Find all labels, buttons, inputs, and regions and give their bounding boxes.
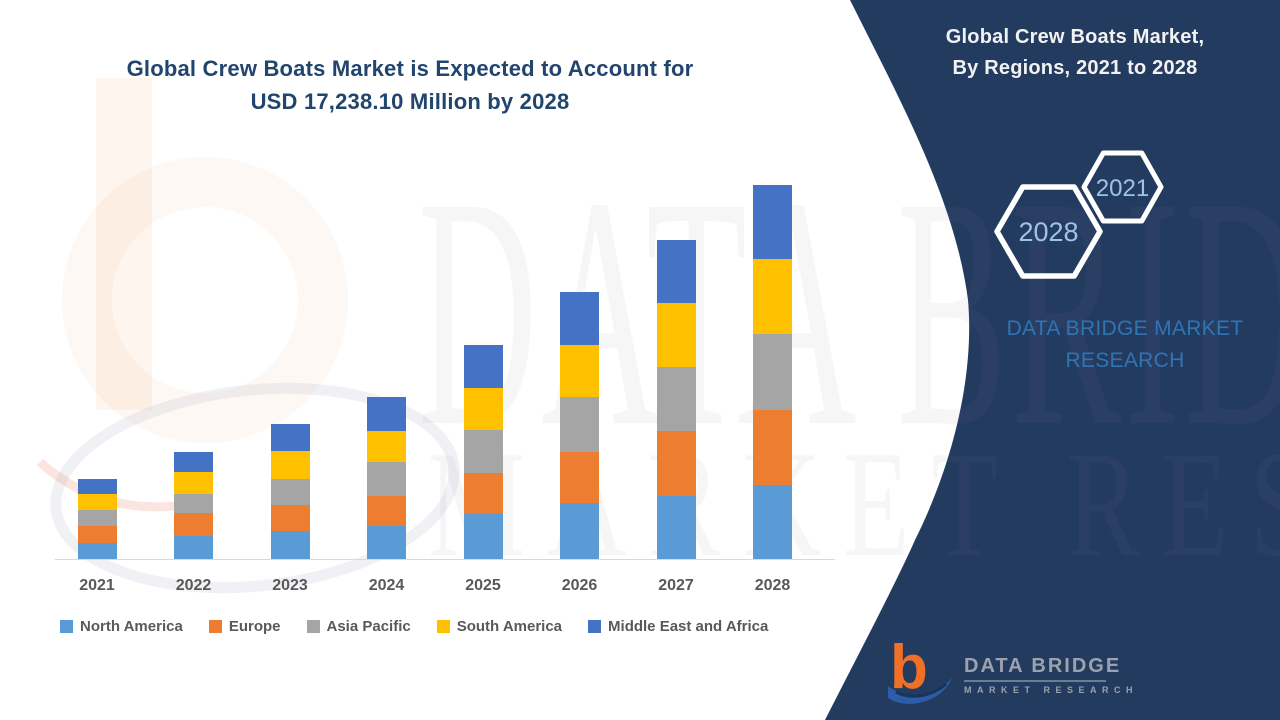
bar-segment-2028-asia-pacific <box>753 333 792 411</box>
bar-segment-2024-south-america <box>367 430 406 463</box>
panel-brand-line2: RESEARCH <box>1065 349 1185 372</box>
chart-title-line1: Global Crew Boats Market is Expected to … <box>126 56 694 81</box>
stacked-bar-2022 <box>174 452 213 559</box>
stacked-bar-2026 <box>560 291 599 559</box>
bar-segment-2021-south-america <box>77 494 117 511</box>
bar-segment-2023-asia-pacific <box>270 478 310 506</box>
x-axis-label-2027: 2027 <box>658 577 694 594</box>
stacked-bar-2028 <box>753 184 792 559</box>
company-logo-mark: b <box>886 633 954 708</box>
x-axis-label-2022: 2022 <box>175 577 212 594</box>
stacked-bar-2025 <box>463 344 503 559</box>
bar-segment-2024-europe <box>367 496 406 527</box>
bar-segment-2024-north-america <box>367 526 406 559</box>
hexagon-2028 <box>994 184 1103 279</box>
legend-item-north-america: North America <box>60 618 183 635</box>
bar-segment-2021-europe <box>77 526 117 543</box>
bar-segment-2023-europe <box>270 505 310 532</box>
bar-segment-2022-middle-east-and-africa <box>174 452 213 473</box>
bar-segment-2026-europe <box>560 451 599 504</box>
bar-segment-2027-south-america <box>656 302 696 368</box>
stacked-bar-2021 <box>77 478 117 559</box>
legend-label: Europe <box>228 618 281 635</box>
bar-segment-2026-asia-pacific <box>560 396 599 452</box>
panel-brand-line1: DATA BRIDGE MARKET <box>1006 317 1244 340</box>
x-axis-line <box>55 559 835 560</box>
panel-brand-text: DATA BRIDGE MARKET RESEARCH <box>985 313 1265 377</box>
panel-title: Global Crew Boats Market, By Regions, 20… <box>920 22 1230 84</box>
bar-segment-2026-north-america <box>560 503 599 559</box>
bar-segment-2025-europe <box>463 473 503 515</box>
company-logo-name: DATA BRIDGE <box>964 654 1122 677</box>
bar-segment-2028-europe <box>753 410 792 485</box>
company-logo-rule <box>964 679 1106 682</box>
bar-segment-2022-north-america <box>174 536 213 559</box>
panel-title-line1: Global Crew Boats Market, <box>945 26 1205 48</box>
stacked-bar-2027 <box>656 240 696 559</box>
bar-segment-2024-asia-pacific <box>367 462 406 497</box>
legend-swatch-icon <box>306 620 320 633</box>
bar-segment-2026-middle-east-and-africa <box>560 291 599 345</box>
bar-segment-2022-asia-pacific <box>174 494 213 513</box>
company-logo-text: DATA BRIDGE MARKET RESEARCH <box>964 649 1138 695</box>
bar-segment-2027-europe <box>656 431 696 497</box>
x-axis-label-2021: 2021 <box>79 577 115 594</box>
legend-swatch-icon <box>208 620 222 633</box>
bar-chart: 2021 2022 2023 2024 2025 2026 2027 2028 <box>55 160 835 600</box>
company-logo: b DATA BRIDGE MARKET RESEARCH <box>886 633 1148 709</box>
x-axis-label-2026: 2026 <box>561 577 598 594</box>
bar-segment-2027-asia-pacific <box>656 367 696 432</box>
hexagon-2021 <box>1081 150 1164 224</box>
bar-segment-2027-north-america <box>656 496 696 559</box>
bar-segment-2022-europe <box>174 513 213 537</box>
bar-segment-2021-middle-east-and-africa <box>77 478 117 495</box>
bar-segment-2028-north-america <box>753 484 792 559</box>
legend-swatch-icon <box>436 620 450 633</box>
bar-segment-2028-south-america <box>753 259 792 334</box>
legend-item-europe: Europe <box>208 618 281 635</box>
bar-segment-2028-middle-east-and-africa <box>753 184 792 260</box>
chart-title: Global Crew Boats Market is Expected to … <box>90 52 730 118</box>
legend-swatch-icon <box>60 620 73 633</box>
logo-b-icon: b <box>886 633 952 704</box>
bar-segment-2025-asia-pacific <box>463 430 503 474</box>
hexagon-badges: 2028 2021 <box>994 150 1164 279</box>
bar-segment-2021-asia-pacific <box>77 510 117 526</box>
legend-item-asia-pacific: Asia Pacific <box>306 618 411 635</box>
bar-segment-2025-middle-east-and-africa <box>463 344 503 389</box>
bar-segment-2023-north-america <box>270 531 310 559</box>
bar-segment-2023-middle-east-and-africa <box>270 424 310 452</box>
x-axis-label-2028: 2028 <box>754 577 791 594</box>
bar-segment-2021-north-america <box>77 543 117 559</box>
bar-segment-2024-middle-east-and-africa <box>367 397 406 431</box>
side-panel-background <box>825 0 1280 720</box>
bar-segment-2025-north-america <box>463 514 503 559</box>
panel-title-line2: By Regions, 2021 to 2028 <box>952 57 1198 79</box>
legend-label: Middle East and Africa <box>608 618 769 635</box>
stacked-bar-2023 <box>270 424 310 559</box>
legend-label: Asia Pacific <box>326 618 411 635</box>
stacked-bar-2024 <box>367 397 406 559</box>
legend-label: North America <box>80 618 183 635</box>
svg-text:b: b <box>890 636 928 702</box>
legend-item-middle-east-and-africa: Middle East and Africa <box>588 618 768 635</box>
x-axis-label-2024: 2024 <box>368 577 405 594</box>
chart-legend: North America Europe Asia Pacific South Ame… <box>60 618 850 635</box>
x-axis-label-2025: 2025 <box>465 577 501 594</box>
bar-segment-2025-south-america <box>463 388 503 431</box>
x-axis-label-2023: 2023 <box>272 577 308 594</box>
hexagon-2028-label: 2028 <box>1018 217 1078 247</box>
chart-title-line2: USD 17,238.10 Million by 2028 <box>250 89 570 114</box>
legend-item-south-america: South America <box>436 618 563 635</box>
bar-segment-2027-middle-east-and-africa <box>656 240 696 303</box>
legend-label: South America <box>456 618 563 635</box>
legend-swatch-icon <box>588 620 602 633</box>
hexagon-2021-label: 2021 <box>1096 175 1149 202</box>
bar-segment-2022-south-america <box>174 472 213 495</box>
bar-segment-2023-south-america <box>270 451 310 479</box>
company-logo-tagline: MARKET RESEARCH <box>964 684 1139 695</box>
bar-segment-2026-south-america <box>560 344 599 397</box>
